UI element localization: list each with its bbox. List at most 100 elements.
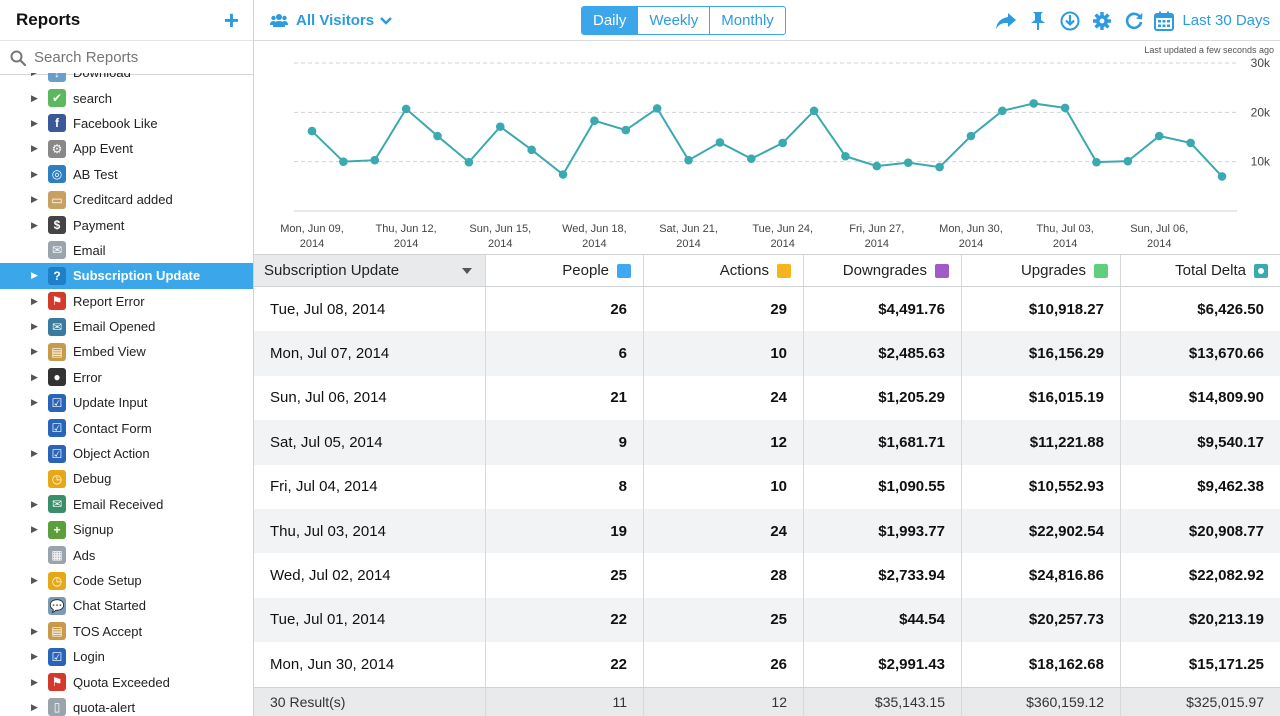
sidebar-item-embed-view[interactable]: ▶ ▤ Embed View [0, 339, 253, 364]
sidebar-item-code-setup[interactable]: ▶ ◷ Code Setup [0, 568, 253, 593]
y-tick-label: 20k [1251, 105, 1271, 119]
event-column-header[interactable]: Subscription Update [254, 255, 485, 286]
people-column-header[interactable]: People [485, 255, 643, 286]
table-row[interactable]: Tue, Jul 01, 2014 22 25 $44.54 $20,257.73 $20… [254, 597, 1280, 643]
delta-column-header[interactable]: Total Delta [1120, 255, 1280, 286]
expand-triangle-icon[interactable]: ▶ [31, 346, 38, 357]
download-icon[interactable] [1054, 5, 1086, 37]
expand-triangle-icon[interactable]: ▶ [31, 397, 38, 408]
actions-column-label: Actions [719, 262, 769, 279]
event-column-label: Subscription Update [264, 262, 400, 279]
actions-column-header[interactable]: Actions [643, 255, 803, 286]
email-opened-icon: ✉ [48, 317, 66, 336]
expand-triangle-icon[interactable]: ▶ [31, 448, 38, 459]
sidebar-item-chat-started[interactable]: 💬 Chat Started [0, 593, 253, 618]
refresh-icon[interactable] [1118, 5, 1150, 37]
interval-toggle: Daily Weekly Monthly [581, 6, 786, 35]
table-body: Tue, Jul 08, 2014 26 29 $4,491.76 $10,918.27… [254, 287, 1280, 687]
cell-actions: 29 [643, 287, 803, 332]
expand-triangle-icon[interactable]: ▶ [31, 92, 38, 103]
sidebar-item-email[interactable]: ✉ Email [0, 238, 253, 263]
sidebar-title: Reports [16, 10, 81, 29]
table-row[interactable]: Mon, Jul 07, 2014 6 10 $2,485.63 $16,156.29 $… [254, 331, 1280, 376]
delta-column-label: Total Delta [1175, 262, 1246, 279]
upgrades-column-header[interactable]: Upgrades [961, 255, 1120, 286]
sidebar-item-object-action[interactable]: ▶ ☑ Object Action [0, 441, 253, 466]
sidebar-item-creditcard-added[interactable]: ▶ ▭ Creditcard added [0, 187, 253, 212]
sidebar-item-report-error[interactable]: ▶ ⚑ Report Error [0, 289, 253, 314]
table-row[interactable]: Fri, Jul 04, 2014 8 10 $1,090.55 $10,552.93 $… [254, 464, 1280, 509]
sidebar-item-subscription-update[interactable]: ▶? Subscription Update [0, 263, 253, 289]
sidebar-item-signup[interactable]: ▶ + Signup [0, 517, 253, 542]
expand-triangle-icon[interactable]: ▶ [31, 321, 38, 332]
share-icon[interactable] [990, 5, 1022, 37]
expand-triangle-icon[interactable]: ▶ [31, 701, 38, 712]
cell-upgrades: $16,015.19 [961, 375, 1120, 421]
pin-icon[interactable] [1022, 5, 1054, 37]
expand-triangle-icon[interactable]: ▶ [31, 371, 38, 382]
expand-triangle-icon[interactable]: ▶ [31, 219, 38, 230]
line-chart: Last updated a few seconds ago 10k 20k 30k… [254, 41, 1280, 254]
expand-triangle-icon[interactable]: ▶ [31, 676, 38, 687]
sidebar-item-payment[interactable]: ▶ $ Payment [0, 212, 253, 237]
data-point [715, 138, 725, 147]
sidebar-item-facebook-like[interactable]: ▶ f Facebook Like [0, 111, 253, 136]
expand-triangle-icon[interactable]: ▶ [31, 143, 38, 154]
table-footer: 30 Result(s) 11 12 $35,143.15 $360,159.1… [254, 686, 1280, 716]
search-input[interactable] [34, 49, 234, 66]
sidebar-item-update-input[interactable]: ▶ ☑ Update Input [0, 390, 253, 415]
sidebar-item-quota-exceeded[interactable]: ▶ ⚑ Quota Exceeded [0, 669, 253, 694]
expand-triangle-icon[interactable]: ▶ [31, 625, 38, 636]
sidebar-item-download[interactable]: ▶ ↓ Download [0, 73, 253, 85]
sidebar-item-search[interactable]: ▶ ✔ search [0, 85, 253, 110]
expand-triangle-icon[interactable]: ▶ [31, 651, 38, 662]
table-row[interactable]: Wed, Jul 02, 2014 25 28 $2,733.94 $24,816.86… [254, 553, 1280, 598]
results-count: 30 Result(s) [270, 694, 346, 711]
table-row[interactable]: Sat, Jul 05, 2014 9 12 $1,681.71 $11,221.88 $… [254, 420, 1280, 465]
cell-date: Mon, Jun 30, 2014 [270, 655, 395, 673]
sidebar-item-debug[interactable]: ◷ Debug [0, 466, 253, 491]
sidebar-item-tos-accept[interactable]: ▶ ▤ TOS Accept [0, 619, 253, 644]
interval-weekly-button[interactable]: Weekly [637, 7, 709, 34]
check-icon: ✔ [48, 89, 66, 108]
interval-monthly-button[interactable]: Monthly [709, 7, 785, 34]
expand-triangle-icon[interactable]: ▶ [31, 168, 38, 179]
sidebar-item-ads[interactable]: ▦ Ads [0, 542, 253, 567]
table-row[interactable]: Tue, Jul 08, 2014 26 29 $4,491.76 $10,918.27… [254, 287, 1280, 332]
y-tick-label: 30k [1251, 56, 1271, 70]
sidebar-item-error[interactable]: ▶ ● Error [0, 365, 253, 390]
table-row[interactable]: Sun, Jul 06, 2014 21 24 $1,205.29 $16,015.19… [254, 375, 1280, 421]
add-report-icon[interactable]: + [223, 5, 239, 35]
sidebar-item-email-received[interactable]: ▶ ✉ Email Received [0, 492, 253, 517]
cell-actions: 28 [643, 553, 803, 598]
table-row[interactable]: Thu, Jul 03, 2014 19 24 $1,993.77 $22,902.54… [254, 508, 1280, 554]
sidebar-item-quota-alert[interactable]: ▶ ▯ quota-alert [0, 695, 253, 716]
sidebar-item-email-opened[interactable]: ▶ ✉ Email Opened [0, 314, 253, 339]
interval-daily-button[interactable]: Daily [582, 7, 638, 34]
expand-triangle-icon[interactable]: ▶ [31, 575, 38, 585]
data-point [778, 138, 787, 148]
expand-triangle-icon[interactable]: ▶ [31, 117, 38, 128]
visitor-segment-dropdown[interactable]: All Visitors [270, 12, 392, 29]
expand-triangle-icon[interactable]: ▶ [31, 498, 38, 509]
expand-triangle-icon[interactable]: ▶ [31, 270, 38, 281]
expand-triangle-icon[interactable]: ▶ [31, 524, 38, 535]
sidebar-item-label: Email Opened [73, 319, 156, 335]
cell-actions: 10 [643, 464, 803, 509]
expand-triangle-icon[interactable]: ▶ [31, 73, 41, 78]
expand-triangle-icon[interactable]: ▶ [31, 194, 38, 205]
gear-icon[interactable] [1086, 5, 1118, 37]
people-column-label: People [562, 262, 609, 279]
sidebar-item-ab-test[interactable]: ▶ ◎ AB Test [0, 162, 253, 187]
cell-actions: 12 [643, 420, 803, 465]
table-row[interactable]: Mon, Jun 30, 2014 22 26 $2,991.43 $18,162.68… [254, 642, 1280, 687]
downgrades-column-header[interactable]: Downgrades [803, 255, 961, 286]
cell-date: Sun, Jul 06, 2014 [270, 389, 387, 407]
data-point [652, 104, 662, 113]
expand-triangle-icon[interactable]: ▶ [31, 295, 38, 306]
date-range-picker[interactable]: Last 30 Days [1154, 11, 1270, 31]
sidebar-item-app-event[interactable]: ▶ ⚙ App Event [0, 136, 253, 161]
footer-downgrades: $35,143.15 [803, 687, 961, 716]
sidebar-item-login[interactable]: ▶ ☑ Login [0, 644, 253, 669]
sidebar-item-contact-form[interactable]: ☑ Contact Form [0, 415, 253, 440]
